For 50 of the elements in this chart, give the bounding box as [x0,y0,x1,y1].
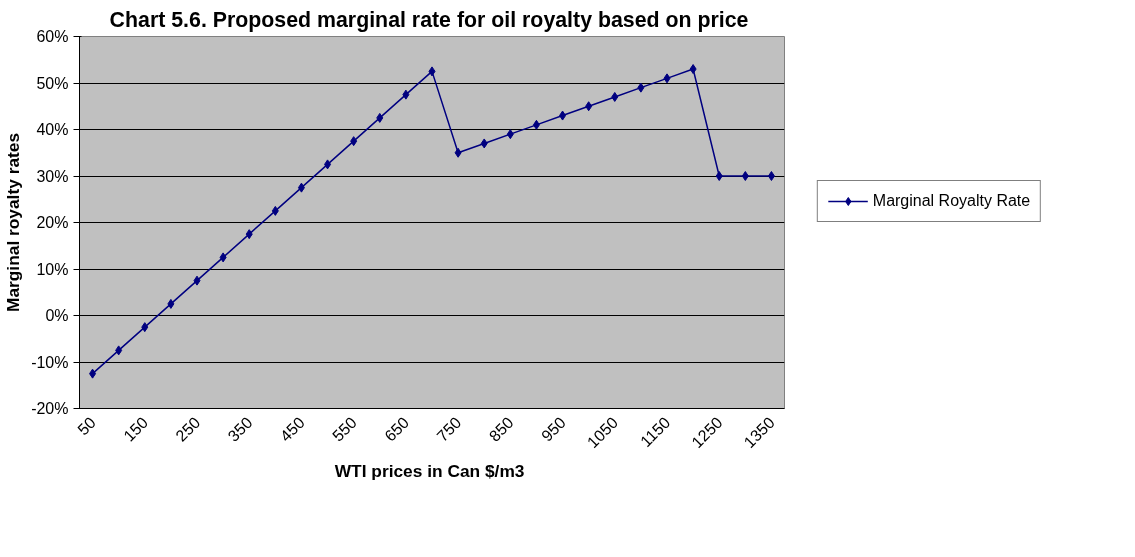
point [350,136,358,147]
point [611,91,619,102]
y-tick-label: 20% [36,214,69,231]
y-tick-label: 0% [45,307,69,324]
point [663,73,671,84]
chart-title: Chart 5.6. Proposed marginal rate for oil royalty based on price [109,7,749,32]
point [245,229,253,240]
point [637,82,645,93]
point [480,138,488,149]
point [532,119,540,130]
point [167,298,175,309]
point [767,171,775,181]
point [324,159,332,170]
point [559,110,567,121]
x-tick-label: 250 [172,413,204,445]
x-tick-label: 750 [433,413,465,445]
y-tick-label: -20% [31,400,69,417]
point [585,101,593,112]
point [689,64,697,75]
y-tick-label: 40% [36,121,69,138]
point [115,345,123,356]
point [506,129,514,140]
point [141,322,149,333]
x-tick-label: 150 [120,413,152,445]
y-tick-label: 50% [36,74,69,92]
x-tick-label: 850 [485,413,517,445]
point [715,171,723,181]
point [219,252,227,263]
x-tick-label: 950 [538,413,569,445]
x-tick-label: 450 [276,413,308,445]
y-tick-label: 60% [36,28,69,45]
point [89,368,97,379]
point [741,171,749,181]
point [271,205,279,216]
point [297,182,305,193]
point [376,112,384,123]
y-tick-label: 30% [36,167,69,185]
point [402,89,410,100]
point [454,147,462,158]
x-tick-label: 50 [74,413,99,439]
legend-label: Marginal Royalty Rate [872,192,1031,210]
x-tick-label: 650 [381,413,413,445]
point [193,275,201,286]
y-axis-title: Marginal royalty rates [3,132,24,313]
x-tick-label: 350 [224,413,256,445]
x-tick-label: 550 [329,413,361,445]
x-axis-title: WTI prices in Can $/m3 [334,461,525,482]
y-tick-label: 10% [36,260,69,278]
y-tick-label: -10% [31,353,69,371]
point [428,66,436,77]
